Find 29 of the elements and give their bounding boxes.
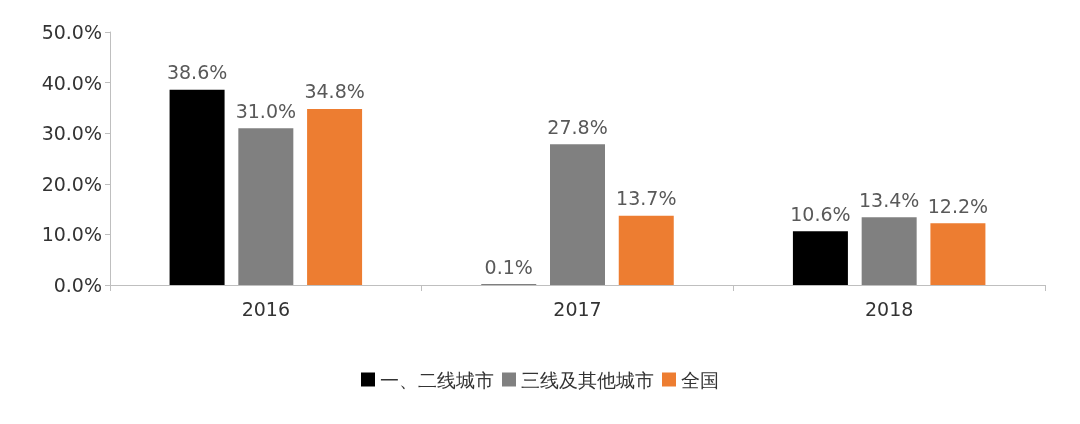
bar xyxy=(169,89,225,285)
y-tick-label: 30.0% xyxy=(41,122,102,145)
x-tick-label: 2016 xyxy=(241,297,291,320)
legend-label: 一、二线城市 xyxy=(380,368,494,391)
data-label: 13.4% xyxy=(858,188,920,211)
data-label: 34.8% xyxy=(304,80,365,103)
y-tick-label: 20.0% xyxy=(41,172,102,195)
data-label: 27.8% xyxy=(547,115,608,138)
y-tick-label: 0.0% xyxy=(53,274,102,296)
bar xyxy=(550,144,605,285)
bar xyxy=(238,128,294,285)
bar xyxy=(618,215,674,285)
data-label: 13.7% xyxy=(616,187,677,210)
data-label: 38.6% xyxy=(166,61,228,84)
legend-label: 全国 xyxy=(681,368,719,391)
y-tick-label: 10.0% xyxy=(41,223,102,246)
data-label: 12.2% xyxy=(927,194,989,217)
bar xyxy=(307,108,363,285)
data-label: 0.1% xyxy=(484,255,533,278)
x-tick-label: 2018 xyxy=(864,297,914,320)
data-label: 31.0% xyxy=(235,99,297,122)
bar xyxy=(792,231,848,285)
bar xyxy=(861,217,917,285)
y-tick-label: 40.0% xyxy=(41,71,102,94)
data-label: 10.6% xyxy=(790,202,851,225)
bar xyxy=(930,223,986,285)
x-tick-label: 2017 xyxy=(553,297,602,320)
legend-label: 三线及其他城市 xyxy=(521,368,654,391)
y-tick-label: 50.0% xyxy=(41,21,102,43)
